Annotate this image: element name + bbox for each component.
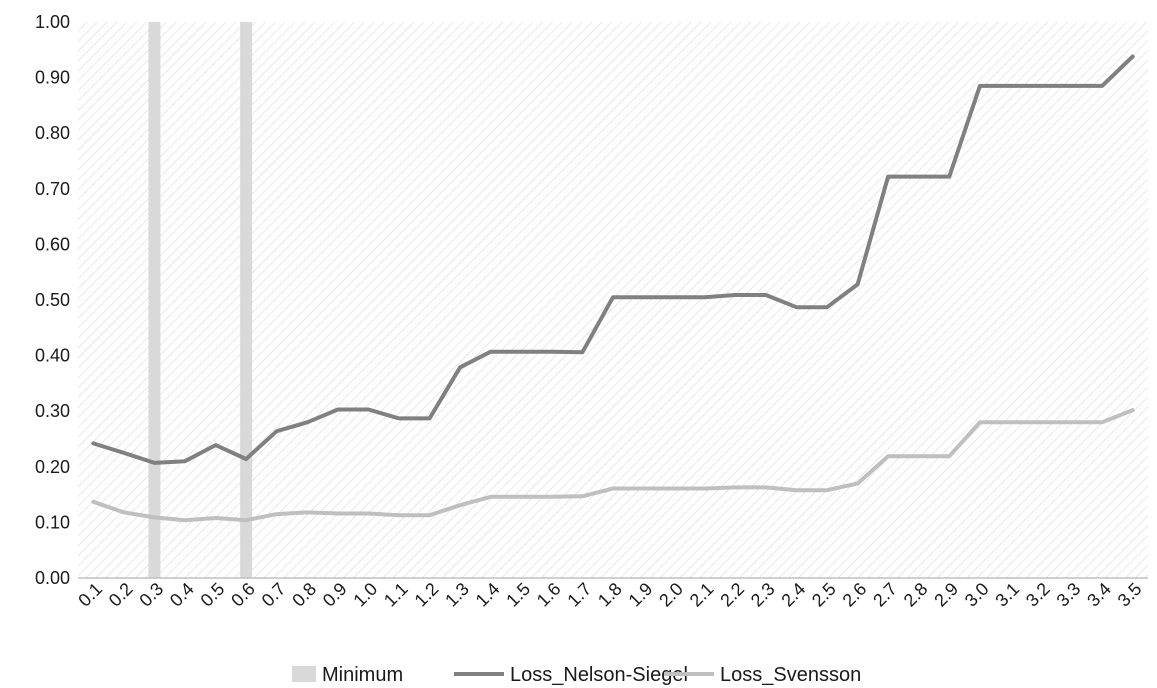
y-axis-tick-labels: 0.00 0.10 0.20 0.30 0.40 0.50 0.60 0.70 0.80 0.90… [35, 12, 70, 588]
x-tick-label: 1.7 [563, 579, 595, 611]
x-tick-label: 3.2 [1022, 579, 1054, 611]
series-line-loss-nelson-siegel [91, 54, 1135, 465]
legend: Minimum Loss_Nelson-Siegel Loss_Svensson [292, 664, 861, 686]
y-tick-label: 0.30 [35, 401, 70, 421]
x-tick-label: 0.4 [166, 579, 198, 611]
legend-label-loss-nelson-siegel: Loss_Nelson-Siegel [510, 664, 688, 686]
x-tick-label: 1.1 [380, 579, 412, 611]
x-tick-label: 1.4 [472, 579, 504, 611]
x-tick-label: 2.7 [869, 579, 901, 611]
y-tick-label: 0.50 [35, 290, 70, 310]
minimum-band-0.3 [148, 22, 161, 578]
x-tick-label: 1.2 [411, 579, 443, 611]
x-axis-tick-labels: 0.10.20.30.40.50.60.70.80.91.01.11.21.31… [74, 579, 1145, 611]
x-tick-label: 2.6 [839, 579, 871, 611]
x-tick-label: 0.8 [288, 579, 320, 611]
x-tick-label: 0.6 [227, 579, 259, 611]
x-tick-label: 3.5 [1114, 579, 1146, 611]
x-tick-label: 1.0 [349, 579, 381, 611]
minimum-band-0.6 [240, 22, 253, 578]
series-line-loss-svensson [91, 408, 1135, 523]
x-tick-label: 1.8 [594, 579, 626, 611]
x-tick-label: 2.3 [747, 579, 779, 611]
x-tick-label: 2.9 [930, 579, 962, 611]
y-tick-label: 0.70 [35, 179, 70, 199]
y-tick-label: 0.00 [35, 568, 70, 588]
x-tick-label: 3.4 [1083, 579, 1115, 611]
x-tick-label: 2.5 [808, 579, 840, 611]
x-tick-label: 0.1 [74, 579, 106, 611]
x-tick-label: 3.3 [1053, 579, 1085, 611]
x-tick-label: 0.7 [258, 579, 290, 611]
x-tick-label: 2.4 [777, 579, 809, 611]
y-tick-label: 0.20 [35, 457, 70, 477]
minimum-bands [148, 22, 253, 578]
x-tick-label: 2.2 [716, 579, 748, 611]
legend-swatch-minimum [292, 666, 316, 682]
x-tick-label: 0.5 [197, 579, 229, 611]
y-tick-label: 0.90 [35, 68, 70, 88]
y-tick-label: 0.40 [35, 346, 70, 366]
y-tick-label: 0.80 [35, 123, 70, 143]
x-tick-label: 1.5 [502, 579, 534, 611]
x-tick-label: 2.1 [686, 579, 718, 611]
legend-label-minimum: Minimum [322, 664, 403, 686]
x-tick-label: 2.8 [900, 579, 932, 611]
x-tick-label: 2.0 [655, 579, 687, 611]
legend-label-loss-svensson: Loss_Svensson [720, 664, 861, 686]
x-tick-label: 0.9 [319, 579, 351, 611]
y-tick-label: 1.00 [35, 12, 70, 32]
x-tick-label: 0.2 [105, 579, 137, 611]
y-tick-label: 0.60 [35, 234, 70, 254]
x-tick-label: 3.1 [991, 579, 1023, 611]
x-tick-label: 3.0 [961, 579, 993, 611]
x-tick-label: 1.9 [625, 579, 657, 611]
series-lines [91, 54, 1135, 523]
x-tick-label: 0.3 [135, 579, 167, 611]
x-tick-label: 1.3 [441, 579, 473, 611]
x-tick-label: 1.6 [533, 579, 565, 611]
y-tick-label: 0.10 [35, 512, 70, 532]
